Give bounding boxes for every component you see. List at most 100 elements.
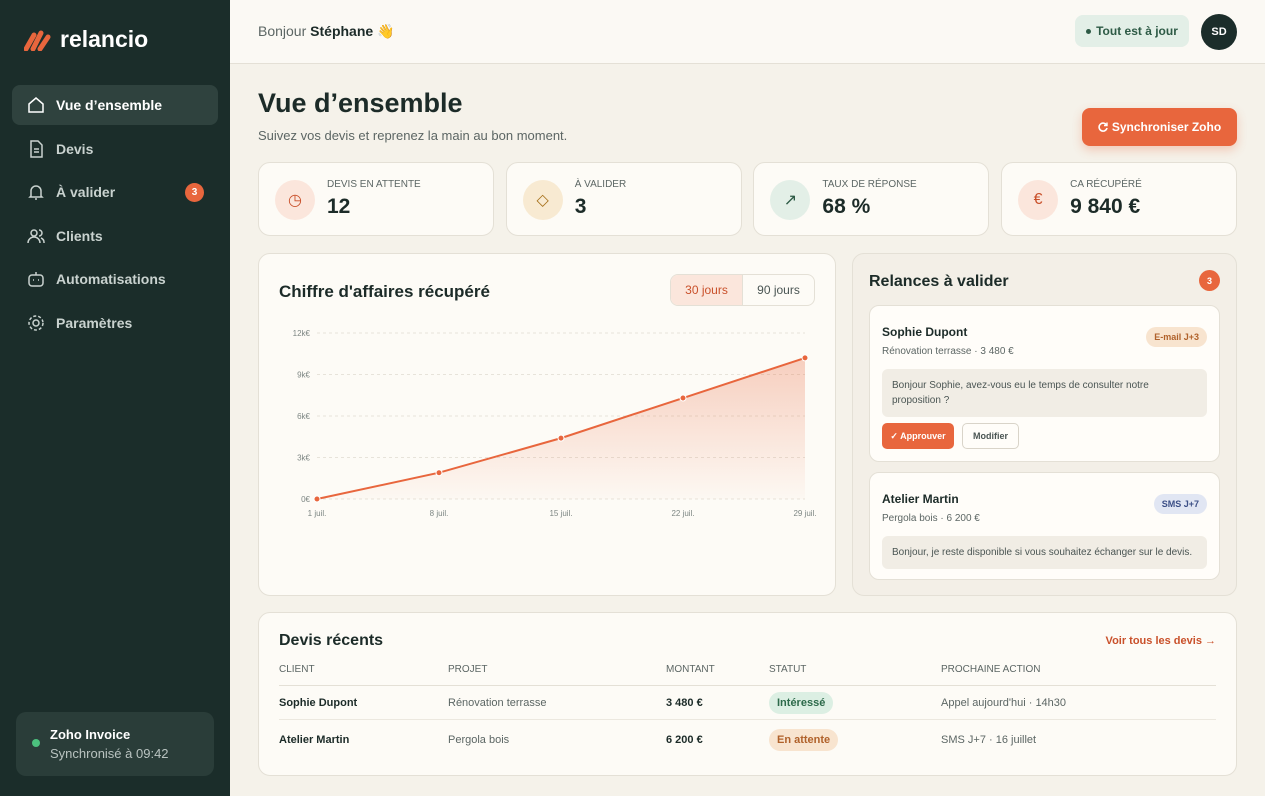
chart-title: Chiffre d'affaires récupéré	[279, 282, 490, 301]
quote-detail: Rénovation terrasse · 3 480 €	[882, 346, 1014, 357]
kpi-icon: ↗	[770, 180, 811, 220]
sync-label: Synchroniser Zoho	[1111, 120, 1222, 134]
point	[557, 434, 565, 442]
chart: 0€ 3k€ 6k€ 9k€ 12k€ 1 juil. 8 juil. 15 juil. 22 …	[293, 329, 817, 518]
range-option[interactable]: 30 jours	[671, 275, 742, 305]
x-tick-label: 29 juil.	[793, 509, 816, 518]
kpi-card: ◇ À VALIDER 3	[505, 162, 742, 236]
nav-icon	[28, 272, 44, 288]
status-pill: Intéressé	[769, 692, 834, 714]
kpi-value: 3	[574, 195, 587, 218]
sync-icon	[1098, 122, 1108, 132]
point	[313, 495, 321, 503]
table-cell: Appel aujourd'hui · 14h30	[941, 697, 1067, 709]
range-toggle: 30 jours 90 jours	[670, 274, 815, 306]
kpi-value: 12	[327, 195, 351, 218]
relance-card: Atelier Martin Pergola bois · 6 200 € SMS …	[869, 472, 1220, 580]
relances-count: 3	[1199, 270, 1220, 291]
sync-status: Synchronisé à 09:42	[50, 746, 169, 761]
column-header: PROCHAINE ACTION	[941, 664, 1041, 675]
kpi-label: CA RÉCUPÉRÉ	[1070, 179, 1142, 190]
emoji: 👋	[377, 23, 395, 39]
kpi-value: 68 %	[822, 195, 871, 218]
kpi-icon: ◷	[275, 180, 315, 220]
chip-dot	[1086, 28, 1092, 34]
nav-badge: 3	[185, 183, 204, 203]
table-cell: Pergola bois	[448, 734, 510, 746]
nav-icon	[27, 229, 45, 243]
chart-panel: Chiffre d'affaires récupéré 30 jours 90 …	[258, 253, 836, 596]
nav-icon	[28, 185, 44, 200]
y-tick-label: 12k€	[293, 329, 311, 338]
client-name: Atelier Martin	[882, 492, 959, 506]
kpi-card: ↗ TAUX DE RÉPONSE 68 %	[753, 162, 990, 236]
column-header: MONTANT	[666, 664, 715, 675]
kpi-label: À VALIDER	[574, 179, 627, 190]
point	[435, 469, 443, 477]
recent-title: Devis récents	[279, 632, 384, 649]
nav-item[interactable]: Paramètres	[12, 303, 218, 343]
range-option[interactable]: 90 jours	[742, 275, 814, 305]
divider	[279, 719, 1216, 720]
recent-panel: Devis récents Voir tous les devis →	[258, 612, 1237, 776]
message: Bonjour Sophie, avez-vous eu le temps de…	[882, 369, 1207, 417]
x-tick-label: 22 juil.	[671, 509, 694, 518]
nav-item[interactable]: Vue d’ensemble	[12, 85, 218, 125]
table-cell: 3 480 €	[666, 697, 703, 709]
nav-icon	[28, 97, 44, 113]
sync-title: Zoho Invoice	[50, 727, 131, 742]
nav-item[interactable]: Devis	[12, 129, 218, 169]
top-bar: Bonjour Stéphane 👋 Tout est à jour SD	[230, 0, 1265, 64]
nav-label: Paramètres	[56, 315, 133, 331]
approve-button[interactable]: ✓ Approuver	[882, 423, 954, 449]
avatar[interactable]: SD	[1201, 14, 1237, 50]
status-text: Tout est à jour	[1096, 24, 1178, 38]
nav-label: Devis	[56, 140, 94, 157]
nav-icon	[30, 139, 43, 158]
area	[317, 357, 805, 499]
channel-tag: SMS J+7	[1153, 494, 1207, 514]
point	[679, 394, 687, 402]
message: Bonjour, je reste disponible si vous sou…	[882, 536, 1207, 569]
y-tick-label: 3k€	[297, 454, 310, 463]
nav-item[interactable]: Automatisations	[12, 259, 218, 299]
nav-item[interactable]: Clients	[12, 216, 218, 256]
brand-name: relancio	[60, 26, 149, 52]
y-tick-label: 0€	[301, 495, 310, 504]
x-tick-label: 8 juil.	[430, 509, 449, 518]
kpi-card: ◷ DEVIS EN ATTENTE 12	[258, 162, 494, 236]
table-cell: Atelier Martin	[279, 734, 350, 746]
point	[801, 354, 809, 362]
divider	[279, 685, 1216, 686]
relances-panel: Relances à valider 3 Sophie Dupont Rénova…	[852, 253, 1237, 596]
kpi-icon: ◇	[522, 180, 563, 220]
status-chip: Tout est à jour	[1075, 15, 1189, 47]
table-cell: Sophie Dupont	[279, 697, 358, 709]
y-tick-label: 6k€	[297, 412, 310, 421]
sync-button[interactable]: Synchroniser Zoho	[1082, 108, 1237, 146]
nav-item[interactable]: À valider 3	[12, 172, 218, 212]
kpi-value: 9 840 €	[1070, 195, 1141, 218]
edit-button[interactable]: Modifier	[962, 423, 1019, 449]
brand[interactable]: relancio	[24, 26, 148, 53]
sidebar: relancio Vue d’ensemble Devis À valider 3 Cl…	[0, 0, 230, 796]
status-dot	[32, 739, 40, 747]
nav-label: Vue d’ensemble	[56, 97, 163, 113]
column-header: CLIENT	[279, 664, 315, 675]
page-subtitle: Suivez vos devis et reprenez la main au …	[258, 128, 568, 143]
nav-label: Clients	[56, 227, 103, 244]
see-all-link[interactable]: Voir tous les devis →	[1105, 635, 1216, 647]
kpi-label: DEVIS EN ATTENTE	[327, 179, 421, 190]
greeting: Bonjour Stéphane 👋	[258, 23, 395, 40]
quote-detail: Pergola bois · 6 200 €	[882, 513, 980, 524]
page-title: Vue d’ensemble	[258, 88, 463, 118]
kpi-card: € CA RÉCUPÉRÉ 9 840 €	[1001, 162, 1238, 236]
user-name: Stéphane	[310, 23, 374, 39]
column-header: STATUT	[769, 664, 807, 675]
x-tick-label: 15 juil.	[549, 509, 572, 518]
kpi-icon: €	[1018, 180, 1059, 220]
column-header: PROJET	[448, 664, 488, 675]
table-cell: 6 200 €	[666, 734, 703, 746]
